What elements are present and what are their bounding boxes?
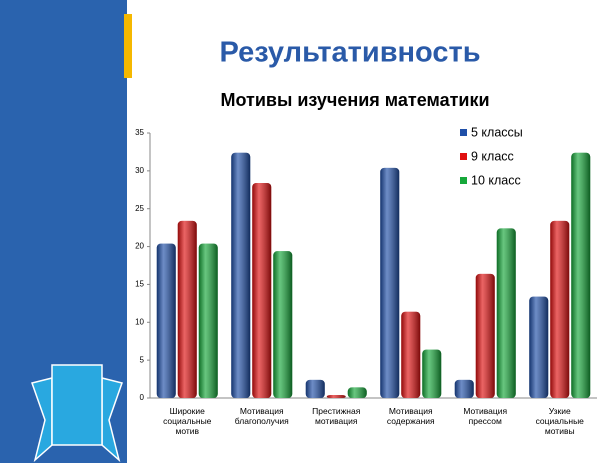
y-tick-label: 20 (135, 242, 144, 251)
y-tick-label: 0 (140, 393, 145, 402)
bar-shade (156, 243, 176, 398)
x-tick-label: Широкие социальные мотив (163, 406, 212, 436)
bar-shade (326, 395, 346, 398)
y-tick-label: 15 (135, 280, 144, 289)
legend-label: 5 классы (471, 125, 523, 139)
bar-shade (571, 152, 591, 398)
y-tick-label: 5 (140, 355, 145, 364)
x-tick-label: Мотивация благополучия (235, 406, 289, 426)
bar-shade (177, 220, 197, 398)
bar-shade (252, 183, 272, 398)
ribbon-icon (31, 364, 123, 463)
x-tick-label: Мотивация прессом (463, 406, 507, 426)
bar-shade (550, 220, 570, 398)
bar-shade (305, 379, 325, 398)
legend-swatch (460, 153, 467, 160)
y-tick-label: 30 (135, 166, 144, 175)
x-tick-label: Мотивация содержания (387, 406, 435, 426)
bar-shade (475, 273, 495, 398)
legend-swatch (460, 177, 467, 184)
y-tick-label: 35 (135, 128, 144, 137)
chart-title: Мотивы изучения математики (220, 90, 489, 110)
y-tick-label: 25 (135, 204, 144, 213)
bar-shade (529, 296, 549, 398)
bar-shade (231, 152, 251, 398)
x-tick-label: Престижная мотивация (312, 406, 361, 426)
accent-bar (124, 14, 132, 78)
y-tick-label: 10 (135, 317, 144, 326)
bar-shade (347, 387, 367, 398)
bar-shade (496, 228, 516, 398)
bar-shade (401, 311, 421, 398)
slide-title: Результативность (219, 37, 480, 69)
bar-shade (454, 379, 474, 398)
x-tick-label: Узкие социальные мотивы (536, 406, 585, 436)
bar-shade (273, 251, 293, 398)
bar-shade (380, 167, 400, 398)
bar-shade (198, 243, 218, 398)
legend-swatch (460, 129, 467, 136)
bar-shade (422, 349, 442, 398)
legend-label: 10 класс (471, 173, 521, 187)
legend-label: 9 класс (471, 149, 514, 163)
